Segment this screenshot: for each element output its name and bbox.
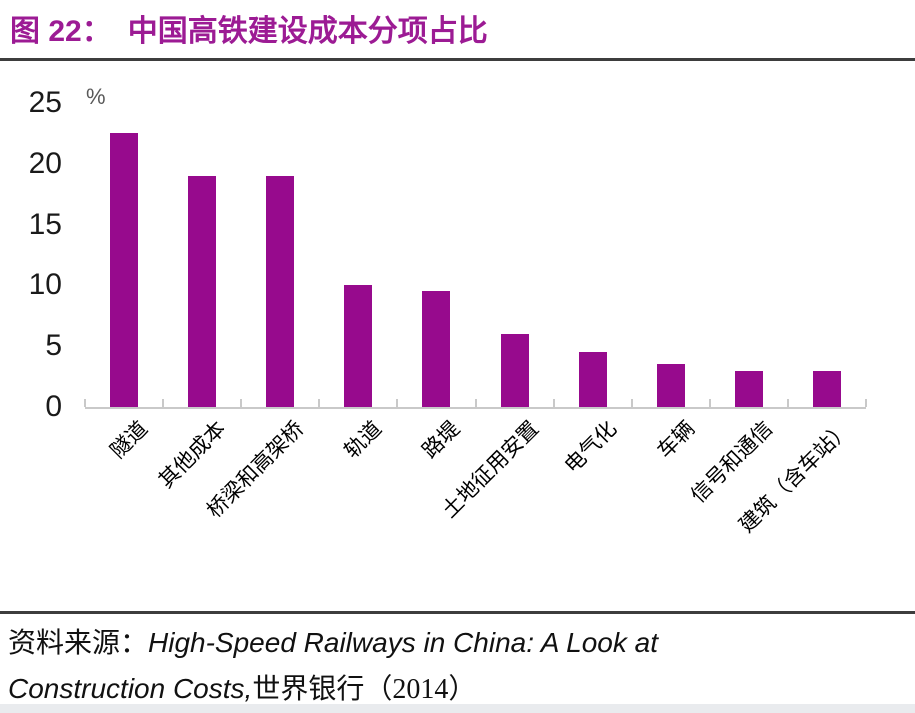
y-axis-tick-label: 25 [28, 86, 62, 119]
x-axis-line [85, 407, 866, 409]
x-axis-tick [396, 399, 399, 407]
x-axis-category-label: 其他成本 [154, 417, 231, 493]
bar-1 [110, 133, 139, 407]
bar-chart-plot-area: % 25 20 15 10 5 0 隧道 其他成本 桥梁和高架桥 轨道 路堤 土地征用安置 电气化 车辆信… [28, 84, 867, 537]
figure-title: 图 22： 中国高铁建设成本分项占比 [10, 6, 488, 50]
source-prefix: 资料来源： [8, 628, 149, 659]
title-divider-rule [0, 58, 915, 61]
source-publisher: 世界银行（2014） [252, 674, 477, 705]
y-axis-tick-label: 20 [28, 146, 62, 180]
x-axis-tick [630, 399, 633, 407]
x-axis-tick [865, 399, 867, 407]
footer-strip [0, 704, 915, 713]
x-axis-category-label: 路堤 [418, 417, 465, 463]
bar-4 [344, 285, 373, 407]
y-axis-unit-label: % [86, 84, 106, 109]
x-axis-tick [552, 399, 555, 407]
bar-8 [656, 364, 685, 407]
figure-label: 图 22： [10, 15, 112, 48]
x-axis-tick [84, 399, 86, 407]
chart-title: 中国高铁建设成本分项占比 [127, 15, 488, 48]
source-divider-rule [0, 611, 915, 614]
bar-2 [188, 175, 217, 407]
x-axis-category-label: 电气化 [560, 417, 621, 478]
x-axis-tick [474, 399, 477, 407]
x-axis-tick [318, 399, 321, 407]
bar-6 [500, 334, 529, 407]
x-axis-category-label: 轨道 [340, 417, 387, 463]
y-axis-tick-label: 15 [28, 207, 62, 241]
bar-7 [578, 352, 607, 407]
x-axis-tick [240, 399, 243, 407]
y-axis-tick-label: 0 [45, 390, 62, 423]
x-axis-category-label: 车辆 [653, 417, 700, 463]
bar-3 [266, 175, 295, 407]
x-axis-category-label: 隧道 [106, 417, 153, 463]
bar-5 [422, 291, 451, 407]
source-citation: 资料来源：High-Speed Railways in China: A Loo… [8, 620, 798, 712]
bar-9 [734, 370, 763, 407]
x-axis-tick [162, 399, 165, 407]
x-axis-tick [786, 399, 789, 407]
y-axis-tick-label: 10 [28, 268, 62, 302]
source-work-title: High-Speed Railways in China: A Look at … [8, 627, 658, 704]
bar-10 [812, 370, 841, 407]
y-axis-tick-label: 5 [45, 329, 62, 363]
x-axis-tick [708, 399, 711, 407]
